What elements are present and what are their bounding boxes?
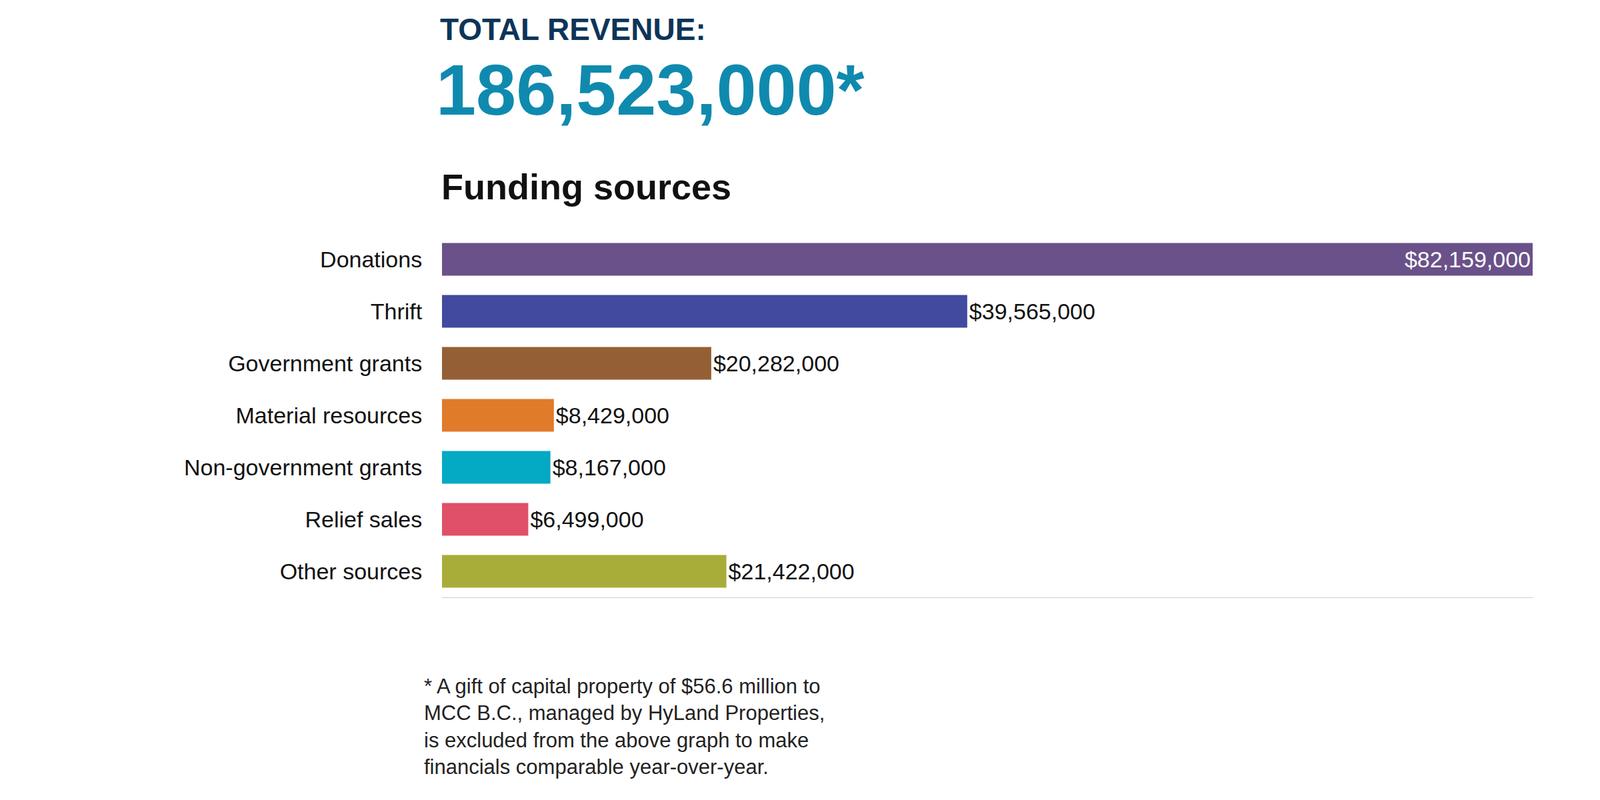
svg-text:* A gift of capital property o: * A gift of capital property of $56.6 mi… bbox=[424, 674, 825, 779]
svg-text:$82,159,000: $82,159,000 bbox=[1404, 246, 1531, 272]
svg-text:Non-government grants: Non-government grants bbox=[184, 454, 422, 480]
svg-text:Government grants: Government grants bbox=[228, 350, 422, 376]
svg-text:Funding sources: Funding sources bbox=[441, 166, 732, 207]
svg-text:Thrift: Thrift bbox=[370, 298, 423, 324]
svg-text:$8,429,000: $8,429,000 bbox=[556, 402, 670, 428]
svg-text:$20,282,000: $20,282,000 bbox=[713, 350, 840, 376]
svg-text:TOTAL REVENUE:: TOTAL REVENUE: bbox=[440, 12, 706, 47]
svg-text:Donations: Donations bbox=[320, 246, 422, 272]
svg-text:Other sources: Other sources bbox=[280, 558, 423, 584]
svg-text:$21,422,000: $21,422,000 bbox=[728, 558, 855, 584]
svg-text:$39,565,000: $39,565,000 bbox=[969, 298, 1096, 324]
svg-text:Relief sales: Relief sales bbox=[304, 506, 422, 532]
svg-text:186,523,000*: 186,523,000* bbox=[436, 49, 865, 130]
svg-text:$6,499,000: $6,499,000 bbox=[530, 506, 644, 532]
svg-text:$8,167,000: $8,167,000 bbox=[552, 454, 666, 480]
svg-text:Material resources: Material resources bbox=[236, 402, 423, 428]
